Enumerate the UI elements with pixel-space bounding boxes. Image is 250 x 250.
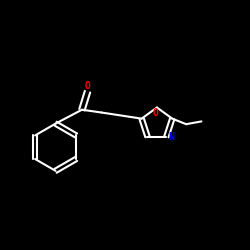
Text: O: O (152, 108, 158, 118)
Text: O: O (84, 80, 90, 90)
Text: N: N (168, 132, 174, 142)
